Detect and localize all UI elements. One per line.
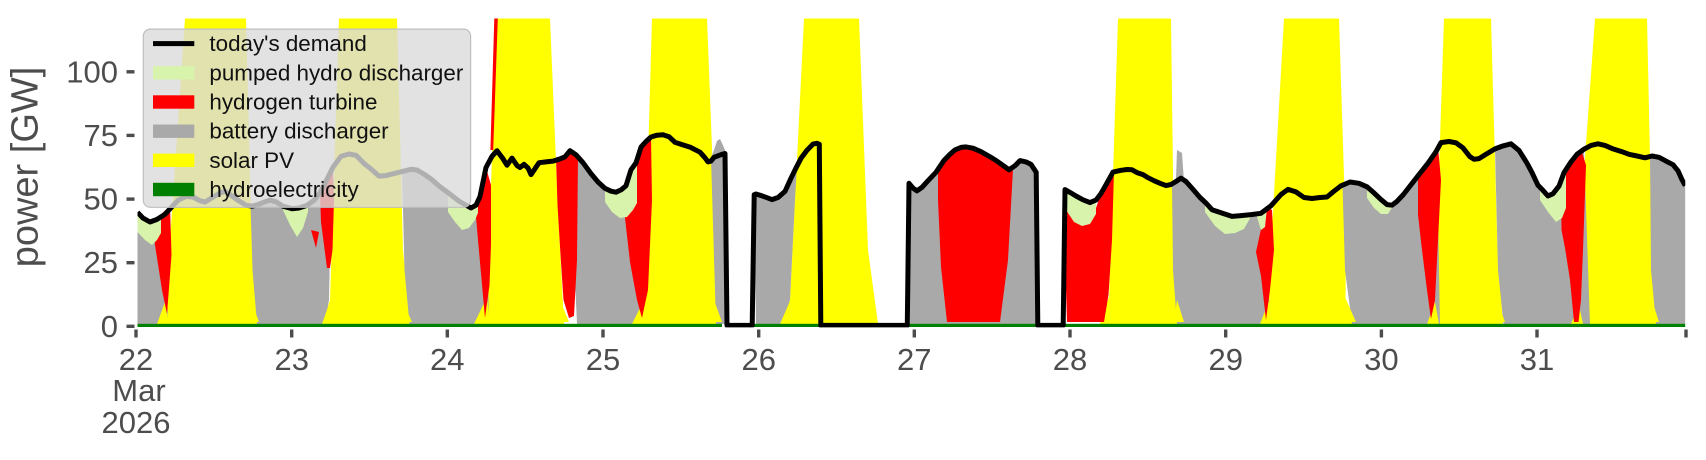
svg-text:50: 50 (84, 182, 118, 217)
svg-text:30: 30 (1364, 342, 1398, 377)
svg-text:power [GW]: power [GW] (5, 67, 47, 268)
svg-text:0: 0 (101, 309, 118, 344)
svg-text:100: 100 (66, 54, 118, 89)
svg-text:75: 75 (84, 118, 118, 153)
svg-text:2026: 2026 (102, 405, 171, 440)
svg-text:26: 26 (741, 342, 775, 377)
svg-text:25: 25 (84, 245, 118, 280)
svg-text:24: 24 (430, 342, 464, 377)
svg-text:pumped hydro discharger: pumped hydro discharger (209, 60, 463, 85)
svg-text:27: 27 (897, 342, 931, 377)
svg-text:solar PV: solar PV (209, 148, 294, 173)
svg-text:hydroelectricity: hydroelectricity (209, 177, 359, 202)
svg-text:22: 22 (119, 342, 153, 377)
svg-text:28: 28 (1053, 342, 1087, 377)
svg-text:23: 23 (274, 342, 308, 377)
svg-text:25: 25 (586, 342, 620, 377)
svg-text:battery discharger: battery discharger (209, 119, 389, 144)
svg-text:29: 29 (1208, 342, 1242, 377)
svg-text:Mar: Mar (112, 373, 165, 408)
svg-text:hydrogen turbine: hydrogen turbine (209, 90, 377, 115)
svg-text:31: 31 (1520, 342, 1554, 377)
svg-text:today's demand: today's demand (209, 31, 366, 56)
